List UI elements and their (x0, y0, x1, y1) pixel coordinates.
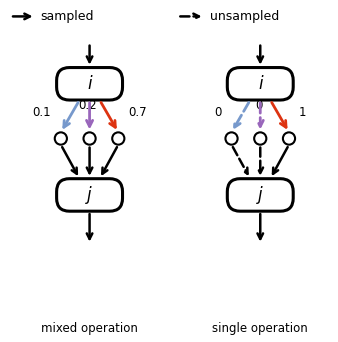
FancyBboxPatch shape (227, 68, 293, 100)
Text: i: i (87, 75, 92, 93)
Text: 0: 0 (214, 106, 221, 119)
Text: 0.7: 0.7 (128, 106, 147, 119)
Text: single operation: single operation (212, 322, 308, 335)
FancyBboxPatch shape (57, 179, 123, 211)
Circle shape (55, 132, 67, 145)
Text: sampled: sampled (41, 10, 94, 23)
Text: j: j (87, 186, 92, 204)
Text: 0.2: 0.2 (78, 99, 97, 112)
Text: j: j (258, 186, 263, 204)
Circle shape (112, 132, 124, 145)
Text: 0.1: 0.1 (32, 106, 51, 119)
Circle shape (254, 132, 266, 145)
Text: 1: 1 (299, 106, 307, 119)
Circle shape (283, 132, 295, 145)
Text: mixed operation: mixed operation (41, 322, 138, 335)
Text: 0: 0 (255, 99, 262, 112)
Circle shape (83, 132, 96, 145)
Text: i: i (258, 75, 263, 93)
FancyBboxPatch shape (57, 68, 123, 100)
Circle shape (225, 132, 238, 145)
Text: unsampled: unsampled (210, 10, 279, 23)
FancyBboxPatch shape (227, 179, 293, 211)
